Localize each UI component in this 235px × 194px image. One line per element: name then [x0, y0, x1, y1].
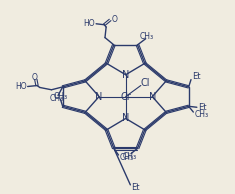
Text: N: N — [122, 70, 129, 80]
Text: N: N — [122, 113, 129, 123]
Text: Et: Et — [198, 103, 207, 112]
Text: CH₃: CH₃ — [53, 92, 67, 101]
Text: CH₃: CH₃ — [123, 152, 137, 161]
Text: O: O — [32, 73, 38, 82]
Text: Et: Et — [192, 72, 201, 81]
Text: CH₃: CH₃ — [120, 153, 134, 162]
Text: Et: Et — [132, 183, 140, 192]
Text: Cl: Cl — [140, 78, 150, 88]
Text: O: O — [111, 15, 117, 24]
Text: N: N — [149, 92, 156, 102]
Text: CH₃: CH₃ — [195, 110, 209, 120]
Text: Cr: Cr — [120, 92, 131, 102]
Text: N: N — [95, 92, 103, 102]
Text: HO: HO — [15, 82, 27, 91]
Text: CH₃: CH₃ — [139, 32, 153, 41]
Text: HO: HO — [83, 19, 95, 28]
Text: CH₃: CH₃ — [50, 94, 64, 103]
